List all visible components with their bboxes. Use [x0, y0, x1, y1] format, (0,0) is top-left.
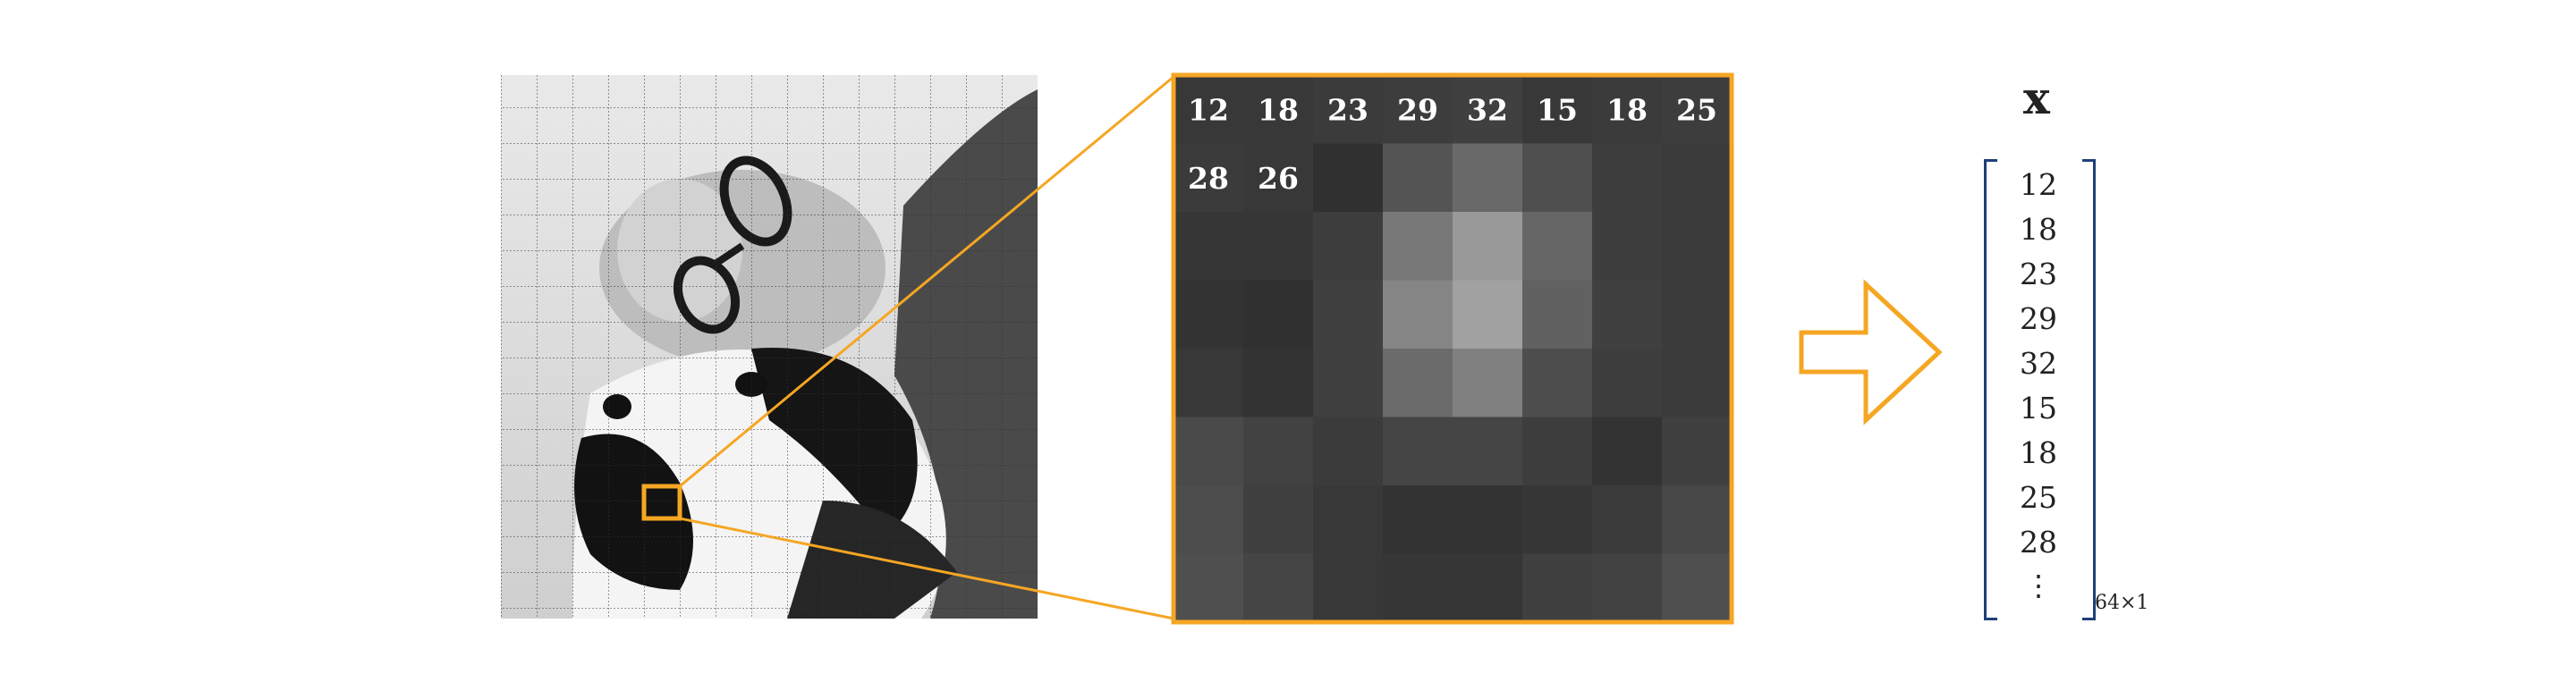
pixel-value-label: 26	[1258, 161, 1299, 196]
vector-value: 29	[2020, 301, 2057, 336]
pixel-cell	[1592, 212, 1663, 281]
pixel-cell	[1243, 485, 1314, 554]
pixel-cell	[1174, 417, 1244, 486]
pixel-cell	[1383, 349, 1453, 417]
pixel-cell	[1174, 485, 1244, 554]
pixel-cell	[1243, 349, 1314, 417]
pixel-cell	[1313, 417, 1384, 486]
pixel-cell	[1313, 212, 1384, 281]
zoom-frame	[1171, 72, 1734, 625]
pixel-value-label: 15	[1537, 92, 1578, 127]
pixel-cell	[1453, 75, 1523, 144]
vector-value: 15	[2020, 391, 2057, 425]
pixel-cell	[1662, 349, 1733, 417]
pixel-cell	[1522, 280, 1593, 350]
grayscale-photo	[501, 75, 1038, 619]
pixel-cell	[1243, 417, 1314, 486]
pixel-cell	[1174, 349, 1244, 417]
vector-value: 12	[2020, 167, 2057, 202]
pixel-value-label: 18	[1606, 92, 1648, 127]
pixel-cell	[1453, 349, 1523, 417]
bracket-left	[1984, 159, 1997, 620]
zoomed-pixel-grid: 12 18 23 29 32 15 18 25 28 26	[1174, 75, 1733, 623]
zoom-connector	[641, 75, 1174, 620]
pixel-cell	[1522, 75, 1593, 144]
pixel-cell	[1453, 280, 1523, 350]
pixel-cell	[1383, 485, 1453, 554]
pixel-cell	[1522, 143, 1593, 213]
pixel-cell	[1453, 553, 1523, 623]
pixel-cell	[1453, 212, 1523, 281]
pixel-cell	[1522, 349, 1593, 417]
pixel-cell	[1662, 553, 1733, 623]
pixel-cell	[1174, 143, 1244, 213]
pixel-cell	[1243, 212, 1314, 281]
vector-ellipsis: ⋮	[2024, 568, 2053, 602]
vector-value: 23	[2020, 257, 2057, 291]
pixel-cell	[1313, 143, 1384, 213]
pixel-cell	[1174, 75, 1244, 144]
pixel-cell	[1383, 212, 1453, 281]
pixel-cell	[1522, 485, 1593, 554]
pixel-cell	[1662, 280, 1733, 350]
pixel-value-label: 32	[1467, 92, 1508, 127]
pixel-cell	[1592, 143, 1663, 213]
vector-value: 28	[2020, 525, 2057, 560]
pixel-cell	[1313, 75, 1384, 144]
pixel-cell	[1592, 485, 1663, 554]
pixel-value-label: 23	[1327, 92, 1368, 127]
pixel-cell	[1383, 143, 1453, 213]
pixel-cell	[1174, 280, 1244, 350]
vector-dimension: 64×1	[2095, 592, 2149, 614]
vector-title: x	[2023, 72, 2050, 124]
pixel-value-label: 12	[1188, 92, 1229, 127]
pixel-cell	[1313, 485, 1384, 554]
pixel-cell	[1383, 553, 1453, 623]
pixel-cell	[1662, 417, 1733, 486]
arrow-right-icon	[1799, 279, 1943, 425]
pixel-cell	[1243, 143, 1314, 213]
pixel-cell	[1662, 75, 1733, 144]
pixel-value-label: 25	[1676, 92, 1717, 127]
pixel-cell	[1592, 75, 1663, 144]
pixel-cell	[1313, 349, 1384, 417]
pixel-cell	[1243, 280, 1314, 350]
pixel-cell	[1592, 553, 1663, 623]
pixel-value-label: 28	[1188, 161, 1229, 196]
pixel-cell	[1592, 417, 1663, 486]
zoom-source-box	[641, 484, 682, 521]
pixel-cell	[1383, 280, 1453, 350]
pixel-cell	[1243, 75, 1314, 144]
pixel-cell	[1453, 417, 1523, 486]
pixel-cell	[1453, 143, 1523, 213]
pixel-cell	[1243, 553, 1314, 623]
pixel-cell	[1383, 417, 1453, 486]
pixel-cell	[1522, 417, 1593, 486]
pixel-cell	[1453, 485, 1523, 554]
pixel-cell	[1662, 212, 1733, 281]
pixel-cell	[1174, 553, 1244, 623]
pixel-value-label: 18	[1258, 92, 1299, 127]
vector-value: 32	[2020, 346, 2057, 381]
pixel-cell	[1662, 143, 1733, 213]
pixel-value-label: 29	[1397, 92, 1438, 127]
vector-values: 12 18 23 29 32 15 18 25 28 ⋮	[1989, 163, 2088, 636]
pixel-cell	[1522, 212, 1593, 281]
pixel-cell	[1662, 485, 1733, 554]
pixel-cell	[1313, 553, 1384, 623]
vector-value: 18	[2020, 435, 2057, 470]
bracket-right	[2082, 159, 2096, 620]
pixel-cell	[1313, 280, 1384, 350]
vector-value: 18	[2020, 212, 2057, 247]
vector-x: x 12 18 23 29 32 15 18 25 28 ⋮ 64×1	[1968, 63, 2200, 635]
pixel-cell	[1592, 280, 1663, 350]
pixel-cell	[1522, 553, 1593, 623]
vector-value: 25	[2020, 480, 2057, 515]
pixel-cell	[1383, 75, 1453, 144]
pixel-cell	[1592, 349, 1663, 417]
pixel-cell	[1174, 212, 1244, 281]
